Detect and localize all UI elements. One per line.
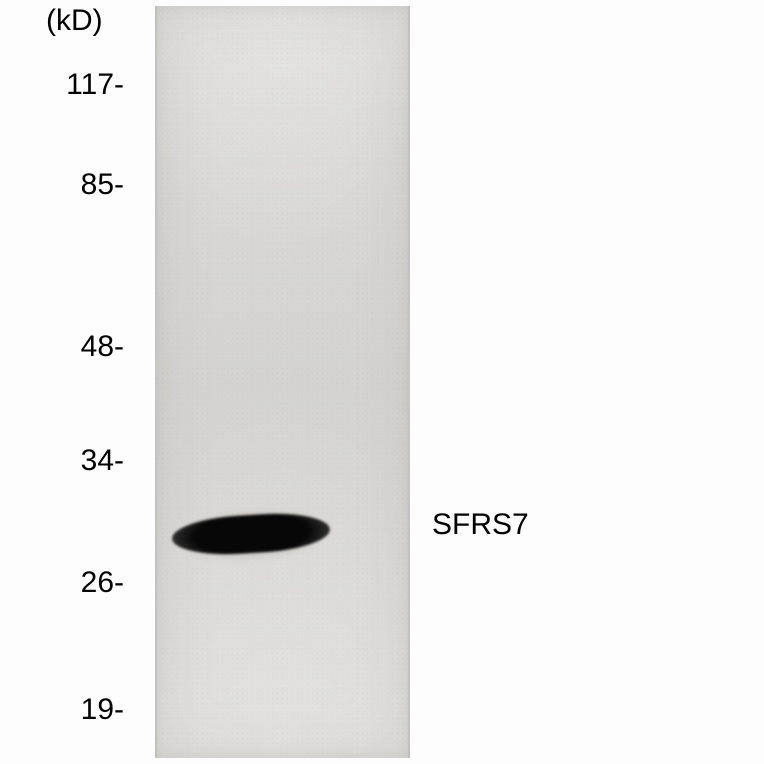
blot-figure: (kD) 117- 85- 48- 34- 26- 19- SFRS7 [0,0,764,764]
mw-marker: 26- [28,566,124,600]
lane-border-right [408,6,410,758]
mw-marker: 117- [28,68,124,102]
band-label: SFRS7 [432,508,529,542]
mw-marker: 48- [28,330,124,364]
mw-marker: 19- [28,693,124,727]
lane-border-left [155,6,157,758]
mw-marker: 34- [28,444,124,478]
mw-marker: 85- [28,168,124,202]
lane-background [155,6,410,758]
blot-lane [155,6,410,758]
unit-label: (kD) [46,4,103,38]
